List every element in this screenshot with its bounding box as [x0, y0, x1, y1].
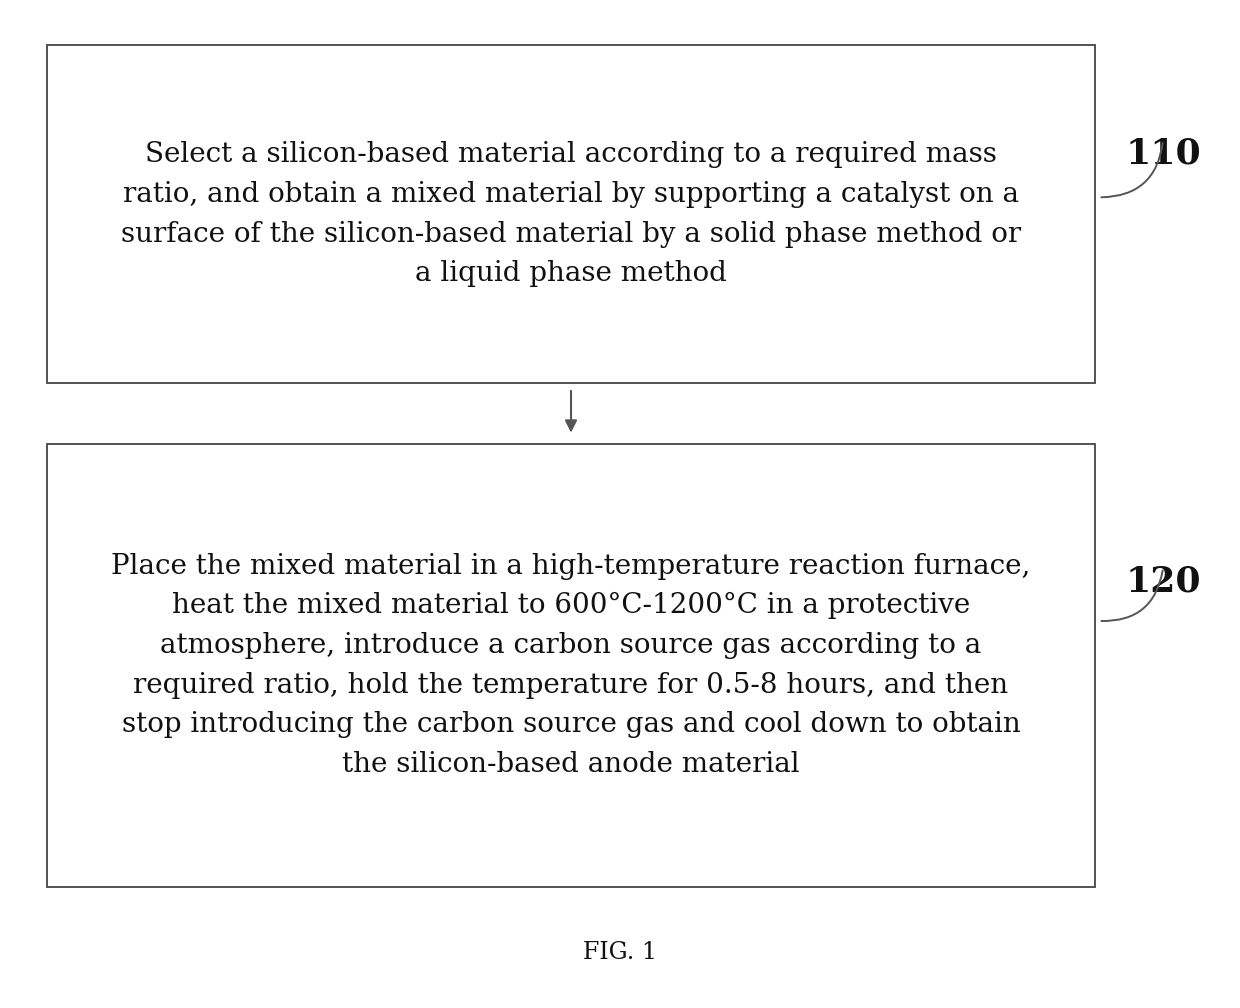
FancyBboxPatch shape: [47, 444, 1095, 887]
Text: 120: 120: [1126, 564, 1202, 599]
Text: Place the mixed material in a high-temperature reaction furnace,
heat the mixed : Place the mixed material in a high-tempe…: [112, 552, 1030, 778]
Text: Select a silicon-based material according to a required mass
ratio, and obtain a: Select a silicon-based material accordin…: [122, 141, 1021, 287]
FancyBboxPatch shape: [47, 45, 1095, 383]
Text: FIG. 1: FIG. 1: [583, 941, 657, 964]
Text: 110: 110: [1126, 136, 1202, 170]
